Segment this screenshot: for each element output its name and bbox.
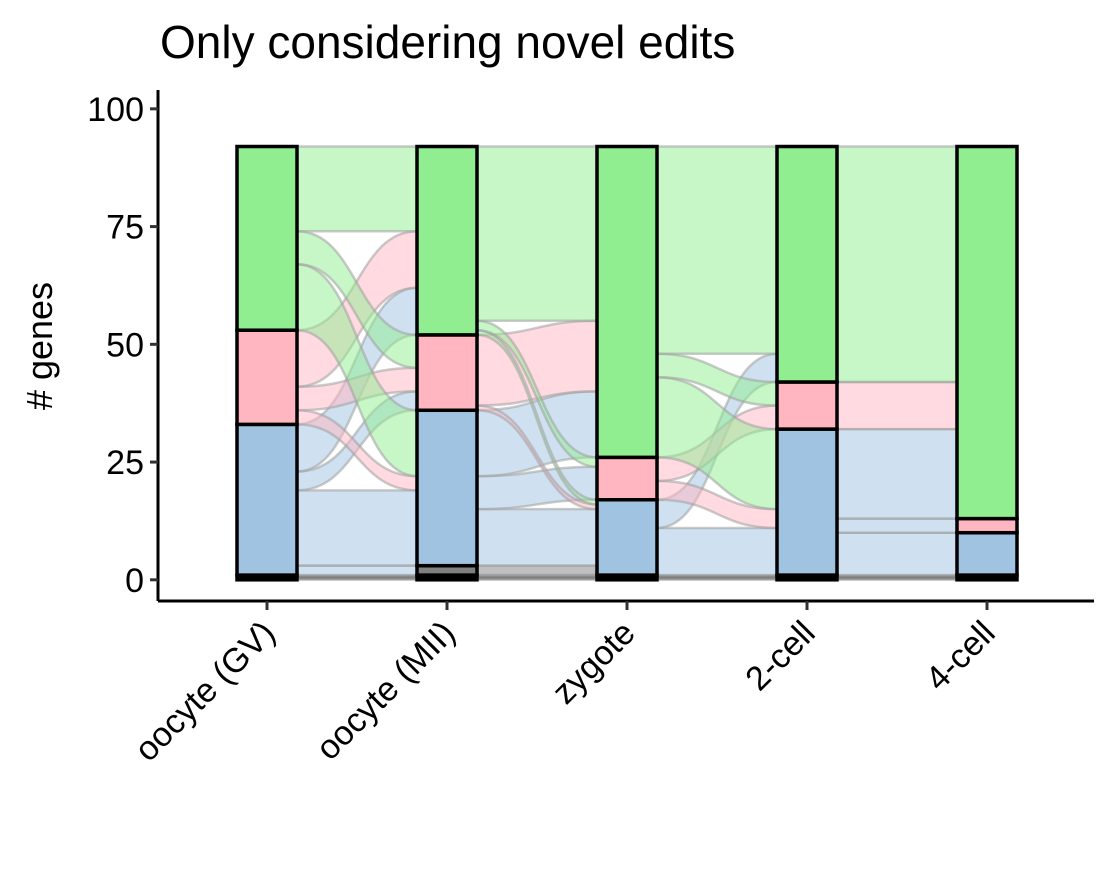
bar-2-cell-segment-3 [775, 380, 839, 431]
bar-2-cell-segment-2 [775, 427, 839, 577]
bar-oocyte-gv-segment-3 [235, 328, 299, 427]
flow-oocyte-gv-2-to-1 [295, 564, 419, 577]
flow-oocyte-mii-1-to-2 [475, 564, 599, 577]
flows-layer [295, 145, 959, 582]
bar-zygote-segment-2 [595, 497, 659, 577]
y-tick-label-50: 50 [106, 326, 144, 364]
x-tick-label-4-cell: 4-cell [918, 614, 1002, 698]
flow-oocyte-mii-4-to-4 [475, 145, 599, 323]
flow-2-cell-2-to-4 [835, 427, 959, 520]
x-tick-label-2-cell: 2-cell [738, 614, 822, 698]
bar-4-cell-segment-2 [955, 530, 1019, 577]
y-tick-label-75: 75 [106, 209, 144, 247]
bar-oocyte-gv-segment-2 [235, 422, 299, 577]
y-tick-label-0: 0 [125, 562, 144, 600]
flow-zygote-4-to-4 [655, 145, 779, 355]
x-tick-label-oocyte-gv: oocyte (GV) [128, 614, 283, 769]
x-tick-label-zygote: zygote [545, 614, 643, 712]
y-tick-label-25: 25 [106, 444, 144, 482]
x-tick-label-oocyte-mii: oocyte (MII) [309, 614, 463, 768]
flow-2-cell-2-to-2 [835, 531, 959, 577]
bar-4-cell-segment-4 [955, 144, 1019, 521]
bars-layer [235, 144, 1019, 582]
bar-oocyte-gv-segment-4 [235, 144, 299, 332]
flow-oocyte-gv-4-to-4 [295, 145, 419, 233]
flow-2-cell-4-to-4 [835, 145, 959, 384]
bar-2-cell-segment-4 [775, 144, 839, 384]
y-tick-label-100: 100 [87, 91, 144, 129]
flow-2-cell-2-to-3 [835, 517, 959, 534]
flow-oocyte-gv-2-to-2 [295, 489, 419, 567]
flow-zygote-2-to-2 [655, 526, 779, 577]
bar-oocyte-mii-segment-3 [415, 333, 479, 413]
flow-oocyte-mii-2-to-2 [475, 507, 599, 567]
bar-zygote-segment-3 [595, 455, 659, 502]
bar-oocyte-mii-segment-4 [415, 144, 479, 337]
bar-4-cell-segment-3 [955, 516, 1019, 535]
bar-zygote-segment-4 [595, 144, 659, 460]
flow-2-cell-3-to-4 [835, 380, 959, 431]
chart-title: Only considering novel edits [160, 16, 735, 68]
bar-oocyte-mii-segment-2 [415, 408, 479, 568]
y-axis-label: # genes [19, 282, 60, 410]
